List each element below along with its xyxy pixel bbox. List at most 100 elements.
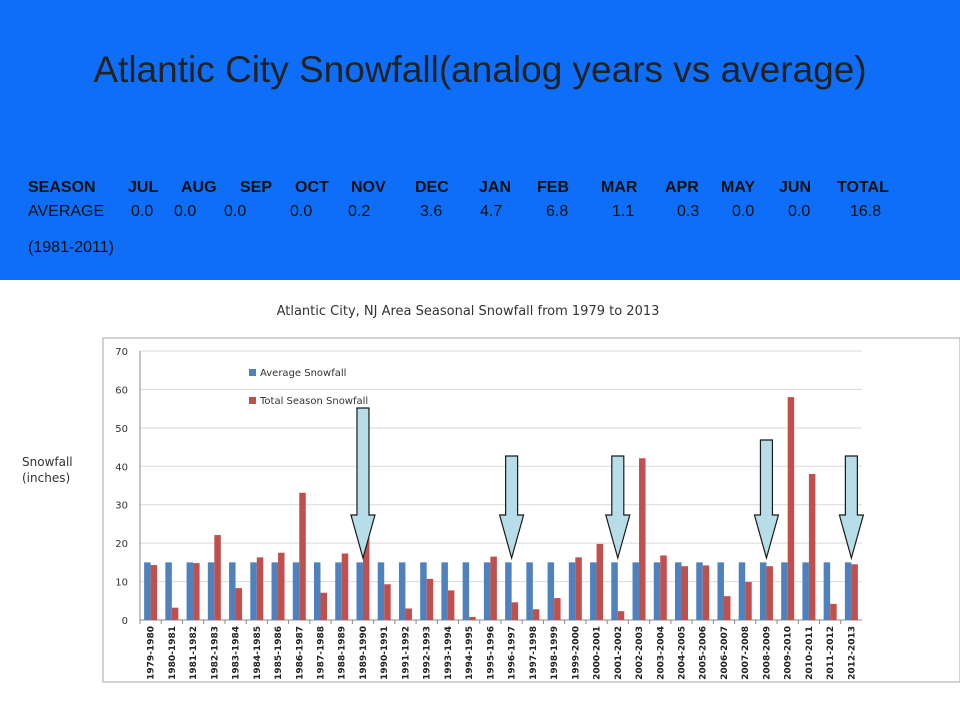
total-season-snowfall-bar [766,566,773,620]
x-tick-label: 1984-1985 [253,626,263,680]
x-tick-label: 2007-2008 [741,626,751,680]
total-season-snowfall-bar [426,578,434,620]
header-dec: DEC [415,179,449,196]
y-tick-label: 30 [115,501,128,512]
y-tick-label: 10 [115,578,128,589]
average-snowfall-bar [186,562,194,620]
y-tick-labels: 0 10 20 30 40 50 60 70 [115,347,128,627]
average-snowfall-bar [526,562,533,620]
total-season-snowfall-bar [745,581,752,620]
x-tick-label: 1988-1989 [338,626,348,680]
y-axis-label-line-1: Snowfall [22,455,73,469]
x-tick-label: 2001-2002 [614,626,624,680]
total-season-snowfall-bar [532,609,540,620]
x-tick-label: 2012-2013 [847,626,857,680]
average-snowfall-bar [335,562,342,620]
total-season-snowfall-bar [320,592,327,620]
x-tick-label: 1991-1992 [401,626,411,680]
total-season-snowfall-bar [193,563,200,620]
x-tick-label: 1999-2000 [571,626,581,680]
average-jun: 0.0 [788,203,811,220]
legend-label: Average Snowfall [260,368,346,379]
total-season-snowfall-bar [851,564,858,620]
y-tick-label: 40 [115,462,128,473]
x-tick-label: 1990-1991 [380,626,390,680]
title-banner: Atlantic City Snowfall(analog years vs a… [0,0,960,280]
total-season-snowfall-bar [723,596,731,620]
average-snowfall-bar [250,562,257,620]
header-jul: JUL [128,179,159,196]
average-snowfall-bar [314,562,321,620]
y-tick-label: 60 [115,385,128,396]
season-table-average-row: AVERAGE 0.0 0.0 0.0 0.0 0.2 3.6 4.7 6.8 … [28,200,928,224]
total-season-snowfall-bar [405,608,412,620]
average-snowfall-bar [420,562,427,620]
average-snowfall-bar [398,562,406,620]
average-apr: 0.3 [677,203,700,220]
x-tick-label: 1980-1981 [168,626,178,680]
total-season-snowfall-bar [214,535,221,620]
total-season-snowfall-bar [660,555,667,620]
total-season-snowfall-bar [808,473,816,620]
average-snowfall-bar [781,562,788,620]
x-tick-label: 1985-1986 [274,626,284,680]
x-tick-label: 1987-1988 [317,626,327,680]
total-season-snowfall-bar [575,557,582,620]
header-apr: APR [665,179,699,196]
total-season-snowfall-bar [150,565,158,620]
y-tick-label: 20 [115,539,128,550]
x-tick-label: 1981-1982 [189,626,199,680]
average-snowfall-bar [653,562,661,620]
total-season-snowfall-bar [830,603,837,620]
total-season-snowfall-bar [447,590,455,620]
x-tick-label: 2008-2009 [762,626,772,680]
average-snowfall-bar [229,562,236,620]
x-tick-label: 1982-1983 [210,626,220,680]
total-season-snowfall-bar [554,598,561,620]
bars [144,397,858,620]
header-total: TOTAL [837,179,889,196]
total-season-snowfall-bar [787,397,795,620]
x-tick-label: 1983-1984 [232,626,242,680]
average-snowfall-bar [505,562,512,620]
average-mar: 1.1 [612,203,635,220]
y-tick-label: 50 [115,424,128,435]
x-tick-label: 2003-2004 [656,626,666,680]
analog-year-arrows [350,407,865,561]
x-tick-label: 1989-1990 [359,626,369,680]
x-tick-labels: 1979-1980 1980-1981 1981-1982 1982-1983 1983… [147,626,858,680]
average-snowfall-bar [292,562,300,620]
average-snowfall-bar [462,562,470,620]
average-jan: 4.7 [480,203,503,220]
average-snowfall-bar [675,562,682,620]
average-snowfall-bar [717,562,724,620]
analog-year-arrow [605,455,631,561]
legend-label: Total Season Snowfall [259,396,368,407]
x-tick-label: 2010-2011 [805,626,815,680]
x-tick-label: 2005-2006 [699,626,709,680]
x-tick-label: 2002-2003 [635,626,645,680]
average-snowfall-bar [759,562,767,620]
average-snowfall-bar [144,562,151,620]
average-snowfall-bar [165,562,172,620]
x-tick-label: 1997-1998 [529,626,539,680]
x-tick-label: 1992-1993 [423,626,433,680]
total-season-snowfall-bar [617,611,625,620]
season-average-table: SEASON JUL AUG SEP OCT NOV DEC JAN FEB M… [28,176,928,224]
average-aug: 0.0 [174,203,197,220]
x-tick-label: 1998-1999 [550,626,560,680]
total-season-snowfall-bar [681,566,688,620]
x-tick-label: 1986-1987 [295,626,305,680]
average-snowfall-bar [356,562,363,620]
average-nov: 0.2 [348,203,371,220]
header-mar: MAR [601,179,638,196]
header-feb: FEB [537,179,569,196]
legend: Average Snowfall Total Season Snowfall [249,368,368,407]
header-sep: SEP [240,179,273,196]
header-jan: JAN [479,179,512,196]
analog-year-arrow [753,439,780,561]
total-season-snowfall-bar [384,584,391,620]
total-season-snowfall-bar [490,556,497,620]
season-table-header-row: SEASON JUL AUG SEP OCT NOV DEC JAN FEB M… [28,176,928,200]
total-season-snowfall-bar [171,607,179,620]
